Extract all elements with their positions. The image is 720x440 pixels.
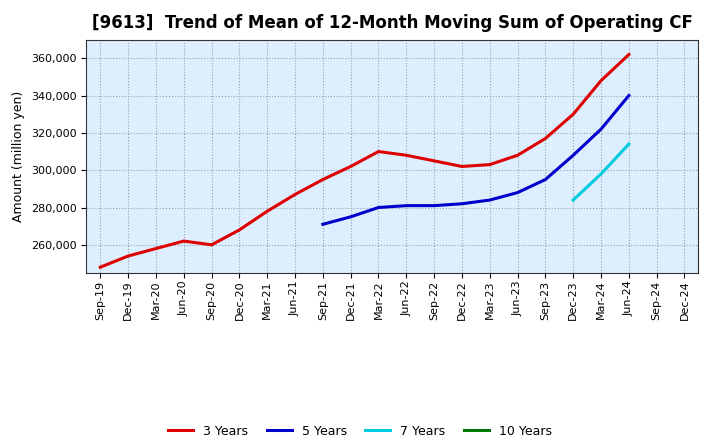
- 5 Years: [458, 201, 467, 206]
- 3 Years: [96, 264, 104, 270]
- 3 Years: [485, 162, 494, 167]
- Legend: 3 Years, 5 Years, 7 Years, 10 Years: 3 Years, 5 Years, 7 Years, 10 Years: [163, 420, 557, 440]
- 7 Years: [624, 141, 633, 147]
- 7 Years: [597, 171, 606, 176]
- Y-axis label: Amount (million yen): Amount (million yen): [12, 91, 25, 222]
- 3 Years: [235, 227, 243, 232]
- Line: 5 Years: 5 Years: [323, 95, 629, 224]
- 5 Years: [402, 203, 410, 208]
- 5 Years: [374, 205, 383, 210]
- 3 Years: [374, 149, 383, 154]
- 3 Years: [207, 242, 216, 247]
- Line: 3 Years: 3 Years: [100, 55, 629, 267]
- 3 Years: [430, 158, 438, 164]
- 5 Years: [318, 222, 327, 227]
- 3 Years: [346, 164, 355, 169]
- 3 Years: [458, 164, 467, 169]
- 3 Years: [179, 238, 188, 244]
- 3 Years: [513, 153, 522, 158]
- 3 Years: [318, 177, 327, 182]
- 3 Years: [597, 78, 606, 83]
- 5 Years: [430, 203, 438, 208]
- 3 Years: [541, 136, 550, 141]
- 5 Years: [513, 190, 522, 195]
- 3 Years: [402, 153, 410, 158]
- 3 Years: [569, 112, 577, 117]
- 5 Years: [624, 93, 633, 98]
- 7 Years: [569, 198, 577, 203]
- Title: [9613]  Trend of Mean of 12-Month Moving Sum of Operating CF: [9613] Trend of Mean of 12-Month Moving …: [92, 15, 693, 33]
- 3 Years: [263, 209, 271, 214]
- 3 Years: [152, 246, 161, 251]
- 3 Years: [291, 192, 300, 197]
- 3 Years: [124, 253, 132, 259]
- 5 Years: [346, 214, 355, 220]
- Line: 7 Years: 7 Years: [573, 144, 629, 200]
- 5 Years: [541, 177, 550, 182]
- 5 Years: [569, 153, 577, 158]
- 3 Years: [624, 52, 633, 57]
- 5 Years: [597, 127, 606, 132]
- 5 Years: [485, 198, 494, 203]
